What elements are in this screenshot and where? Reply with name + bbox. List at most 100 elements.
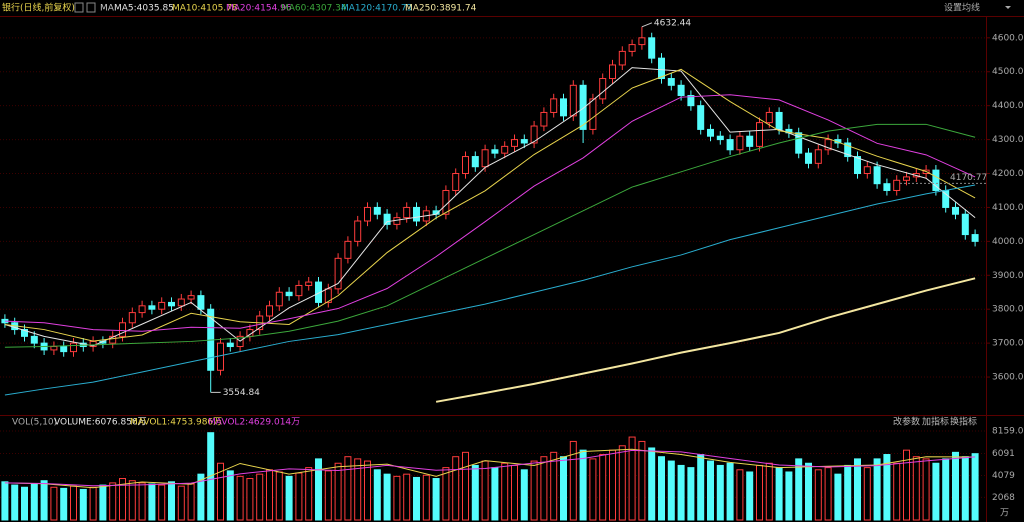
ma-line xyxy=(4,184,976,396)
volume-bar xyxy=(756,464,763,521)
volume-bar xyxy=(40,480,48,521)
candle-body xyxy=(305,281,313,286)
peak-label: 4632.44 xyxy=(654,18,691,28)
candle-body xyxy=(50,346,58,351)
volume-bar xyxy=(324,470,332,521)
volume-bar xyxy=(70,485,77,521)
volume-bar xyxy=(373,469,381,521)
ma-label: MA xyxy=(100,4,115,14)
volume-bar xyxy=(697,454,705,521)
candle-body xyxy=(844,142,852,158)
candle-body xyxy=(589,98,597,130)
y-tick-label: 3600.00 xyxy=(992,373,1024,383)
settings-button[interactable]: 设置均线 xyxy=(944,2,980,14)
volume-title: VOL(5,10) xyxy=(12,418,57,428)
candle-body xyxy=(697,105,705,130)
volume-bar xyxy=(726,462,734,521)
candle-body xyxy=(560,98,567,117)
legend-entry: MA5:4035.85 xyxy=(114,4,174,14)
volume-bar xyxy=(89,486,97,521)
volume-bar xyxy=(687,467,695,521)
candle-body xyxy=(266,305,273,317)
candle-body xyxy=(334,257,342,290)
volume-bar xyxy=(540,456,548,521)
volume-bar xyxy=(903,449,910,521)
volume-bar xyxy=(736,469,744,521)
volume-bar xyxy=(765,462,773,521)
chart-title: 银行(日线,前复权) xyxy=(2,2,75,14)
volume-bar xyxy=(863,467,871,521)
candle-body xyxy=(491,149,499,154)
volume-bar xyxy=(295,472,303,521)
candle-body xyxy=(481,149,489,168)
panel-button[interactable]: 加指标 xyxy=(922,416,949,428)
ma-line xyxy=(4,67,976,347)
candle-body xyxy=(756,122,763,147)
candle-body xyxy=(511,139,518,147)
volume-bar xyxy=(952,451,959,521)
volume-bar xyxy=(893,462,901,521)
candle-body xyxy=(961,213,969,236)
candle-body xyxy=(883,183,891,191)
candle-body xyxy=(30,335,38,344)
ma-line xyxy=(4,68,976,342)
candle-body xyxy=(952,206,959,215)
candle-body xyxy=(893,179,901,191)
candle-body xyxy=(854,156,861,175)
y-tick-label: 3700.00 xyxy=(992,339,1024,349)
legend-entry: MAVOL1:4753.986万 xyxy=(130,418,222,428)
volume-bar xyxy=(520,469,528,521)
candle-body xyxy=(217,342,224,371)
volume-bar xyxy=(854,458,861,521)
candle-body xyxy=(618,50,626,66)
candle-body xyxy=(746,135,754,147)
candle-body xyxy=(795,132,803,154)
volume-bar xyxy=(844,464,852,521)
candle-body xyxy=(383,213,391,225)
candle-body xyxy=(550,98,558,113)
candle-body xyxy=(609,64,616,80)
candle-body xyxy=(148,305,156,310)
icon[interactable] xyxy=(86,2,96,13)
candle-body xyxy=(814,149,822,164)
volume-bar xyxy=(707,460,714,521)
volume-bar xyxy=(462,451,469,521)
volume-bar xyxy=(912,456,920,521)
candle-body xyxy=(599,78,607,100)
candle-body xyxy=(373,206,381,215)
volume-bar xyxy=(971,453,979,521)
legend-entry: MA120:4170.73 xyxy=(341,4,412,14)
candle-body xyxy=(158,301,166,310)
volume-bar xyxy=(824,467,832,521)
candle-body xyxy=(354,220,362,242)
volume-bar xyxy=(148,483,156,521)
icon[interactable] xyxy=(74,2,84,13)
candle-body xyxy=(687,94,695,107)
candle-body xyxy=(344,240,352,259)
volume-bar xyxy=(716,464,724,521)
y-tick-label: 8159.09 xyxy=(992,426,1024,436)
volume-bar xyxy=(550,451,558,521)
candle-body xyxy=(658,57,665,80)
volume-bar xyxy=(60,487,68,521)
volume-bar xyxy=(226,470,234,521)
candle-body xyxy=(403,206,411,219)
candle-body xyxy=(726,139,734,151)
volume-bar xyxy=(422,474,430,521)
y-tick-label: 4000.00 xyxy=(992,237,1024,247)
candle-body xyxy=(285,291,293,297)
candle-body xyxy=(452,173,460,191)
low-label: 3554.84 xyxy=(223,388,260,398)
volume-bar xyxy=(305,467,313,521)
panel-button[interactable]: 改参数 xyxy=(893,416,920,428)
volume-bar xyxy=(638,440,646,521)
volume-bar xyxy=(99,484,107,521)
volume-bar xyxy=(530,460,538,521)
volume-bar xyxy=(393,475,401,521)
panel-button[interactable]: 换指标 xyxy=(950,416,977,428)
volume-bar xyxy=(236,475,244,521)
legend-entry: MA250:3891.74 xyxy=(405,4,477,14)
volume-bar xyxy=(579,449,587,521)
volume-bar xyxy=(618,445,626,521)
